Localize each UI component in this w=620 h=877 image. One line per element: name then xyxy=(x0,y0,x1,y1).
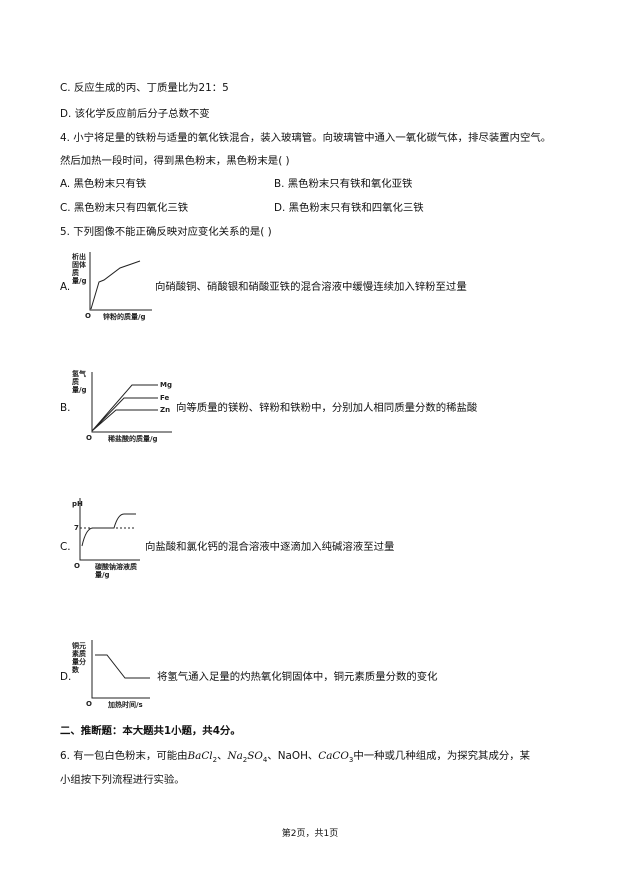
formula: SO xyxy=(247,750,263,762)
origin-label: O xyxy=(85,312,91,320)
y-axis-label: 析出固体质量/g xyxy=(72,253,87,285)
question-stem: 4. 小宁将足量的铁粉与适量的氧化铁混合，装入玻璃管。向玻璃管中通入一氧化碳气体… xyxy=(60,132,552,144)
x-axis-label: 加热时间/s xyxy=(108,701,143,709)
graph-b xyxy=(91,372,172,433)
option: D. 黑色粉末只有铁和四氧化三铁 xyxy=(274,202,424,214)
question-stem: 5. 下列图像不能正确反映对应变化关系的是( ) xyxy=(60,226,272,238)
option: 向盐酸和氯化钙的混合溶液中逐滴加入纯碱溶液至过量 xyxy=(145,541,395,553)
question-stem: 然后加热一段时间，得到黑色粉末，黑色粉末是( ) xyxy=(60,155,290,167)
axis-mark: 7 xyxy=(74,524,79,532)
option: A. 黑色粉末只有铁 xyxy=(60,178,147,190)
curve-label: Mg xyxy=(160,381,172,389)
page-footer: 第2页，共1页 xyxy=(281,829,339,839)
option: 向硝酸铜、硝酸银和硝酸亚铁的混合溶液中缓慢连续加入锌粉至过量 xyxy=(155,281,467,293)
graph-a xyxy=(89,252,152,311)
text-segment: 中一种或几种组成，为探究其成分，某 xyxy=(353,750,531,762)
subscript: 2 xyxy=(212,756,218,765)
curve-label: Fe xyxy=(160,394,170,402)
section-title: 二、推断题：本大题共1小题，共4分。 xyxy=(60,725,241,737)
origin-label: O xyxy=(74,562,80,570)
option: C. 黑色粉末只有四氧化三铁 xyxy=(60,202,189,214)
text-line: D. 该化学反应前后分子总数不变 xyxy=(60,108,210,120)
text-segment: 、NaOH、 xyxy=(267,750,319,762)
option-letter: D. xyxy=(60,671,72,683)
text-segment: 6. 有一包白色粉末，可能由 xyxy=(60,750,188,762)
y-axis-label: pH xyxy=(72,500,83,508)
curve-label: Zn xyxy=(160,406,171,414)
option: 将氢气通入足量的灼热氧化铜固体中，铜元素质量分数的变化 xyxy=(157,671,438,683)
graph-d xyxy=(91,640,150,699)
option-letter: C. xyxy=(60,541,71,553)
y-axis-label: 铜元素质量分数 xyxy=(72,642,86,674)
subscript: 3 xyxy=(348,756,354,765)
option: 向等质量的镁粉、锌粉和铁粉中，分别加人相同质量分数的稀盐酸 xyxy=(176,402,478,414)
formula: CaCO xyxy=(318,750,349,762)
origin-label: O xyxy=(86,434,92,442)
option-letter: B. xyxy=(60,402,71,414)
text-segment: 、 xyxy=(217,750,228,762)
option-letter: A. xyxy=(60,281,71,293)
option: B. 黑色粉末只有铁和氧化亚铁 xyxy=(274,178,413,190)
formula: Na xyxy=(227,750,243,762)
graph-c xyxy=(79,498,140,561)
question-stem: 小组按下列流程进行实验。 xyxy=(60,774,185,786)
y-axis-label: 氢气质量/g xyxy=(72,370,87,394)
subscript: 4 xyxy=(262,756,268,765)
question-stem: 6. 有一包白色粉末，可能由BaCl2、Na2SO4、NaOH、CaCO3中一种… xyxy=(60,749,530,767)
x-axis-label: 稀盐酸的质量/g xyxy=(108,435,158,443)
x-axis-label: 碳酸钠溶液质量/g xyxy=(95,563,137,579)
x-axis-label: 锌粉的质量/g xyxy=(103,313,146,321)
text-line: C. 反应生成的丙、丁质量比为21：5 xyxy=(60,82,229,94)
formula: BaCl xyxy=(187,750,213,762)
origin-label: O xyxy=(86,700,92,708)
subscript: 2 xyxy=(242,756,248,765)
